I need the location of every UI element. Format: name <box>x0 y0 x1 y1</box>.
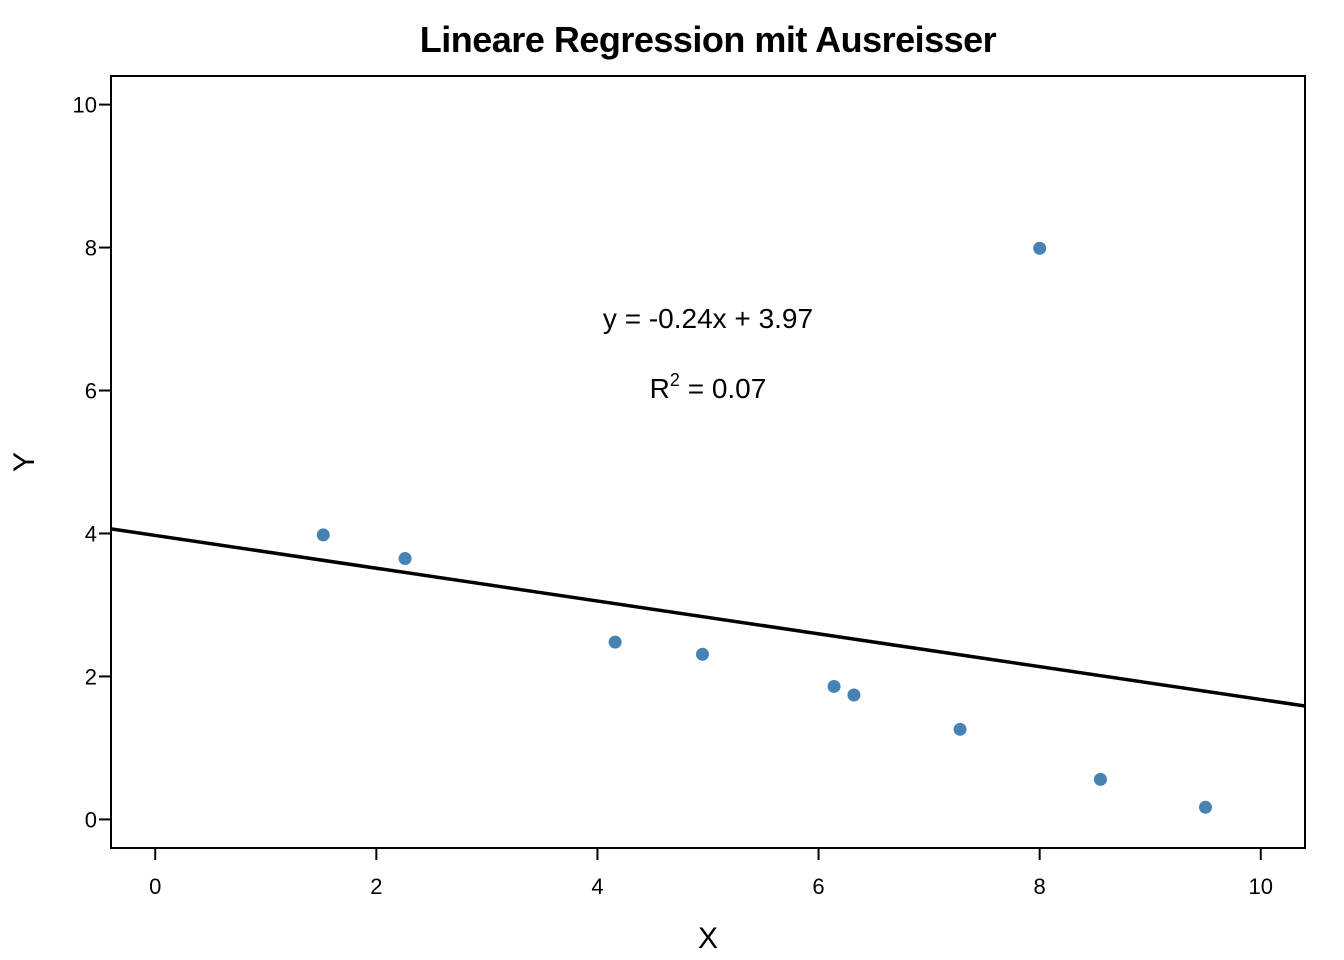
x-tick-label: 4 <box>591 874 603 899</box>
data-points <box>316 241 1212 814</box>
y-axis-label: Y <box>8 452 41 472</box>
data-point <box>398 552 412 565</box>
y-tick-label: 4 <box>85 521 97 546</box>
y-tick-label: 6 <box>85 379 97 404</box>
data-point <box>847 688 861 702</box>
x-tick-label: 0 <box>149 874 161 899</box>
data-point <box>316 528 330 542</box>
chart-title: Lineare Regression mit Ausreisser <box>420 19 997 60</box>
data-point <box>1033 241 1047 255</box>
x-tick-label: 2 <box>370 874 382 899</box>
data-point <box>953 722 967 736</box>
data-point <box>695 647 709 661</box>
y-tick-label: 2 <box>85 664 97 689</box>
y-tick-label: 0 <box>85 807 97 832</box>
regression-line <box>110 527 1306 708</box>
x-tick-label: 6 <box>812 874 824 899</box>
y-tick-label: 10 <box>73 93 97 118</box>
x-axis: 0 2 4 6 8 10 <box>149 848 1273 899</box>
x-tick-label: 8 <box>1034 874 1046 899</box>
regression-equation: y = -0.24x + 3.97 <box>603 303 813 334</box>
y-axis: 0 2 4 6 8 10 <box>73 93 111 832</box>
y-tick-label: 8 <box>85 236 97 261</box>
r-squared-label: R2 = 0.07 <box>650 370 767 404</box>
x-axis-label: X <box>698 922 718 955</box>
r-squared-value: = 0.07 <box>680 373 766 404</box>
x-tick-label: 10 <box>1249 874 1273 899</box>
data-point <box>1093 772 1107 786</box>
data-point <box>608 635 622 649</box>
plot-frame <box>110 75 1306 849</box>
data-point <box>1199 800 1212 814</box>
r-squared-symbol: R <box>650 373 670 404</box>
data-point <box>827 679 841 693</box>
regression-line-layer <box>110 527 1306 708</box>
r-squared-superscript: 2 <box>670 370 680 390</box>
